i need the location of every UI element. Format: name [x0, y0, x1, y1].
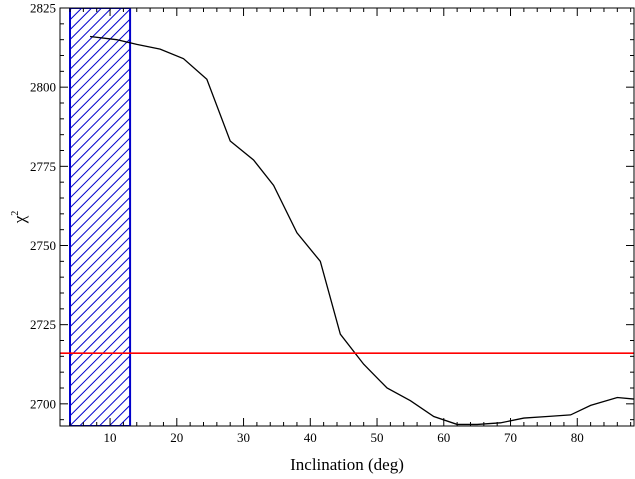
- x-axis-title: Inclination (deg): [290, 455, 404, 474]
- y-tick-label: 2700: [30, 396, 56, 411]
- x-tick-label: 60: [437, 430, 450, 445]
- y-tick-label: 2725: [30, 317, 56, 332]
- y-tick-label: 2750: [30, 238, 56, 253]
- y-axis-title-superscript: 2: [10, 211, 21, 216]
- y-axis-title: χ2: [10, 211, 29, 225]
- x-tick-label: 80: [571, 430, 584, 445]
- y-tick-label: 2800: [30, 80, 56, 95]
- series-layer: [89, 35, 634, 426]
- x-tick-label: 50: [371, 430, 384, 445]
- x-tick-label: 40: [304, 430, 317, 445]
- shaded-band: [69, 8, 132, 426]
- x-tick-label: 70: [504, 430, 517, 445]
- y-axis-title-symbol: χ: [10, 215, 29, 224]
- shaded-band-layer: [69, 8, 132, 426]
- x-tick-label: 10: [104, 430, 117, 445]
- x-tick-label: 30: [237, 430, 250, 445]
- x-tick-label: 20: [170, 430, 183, 445]
- y-tick-label: 2825: [30, 1, 56, 16]
- plot-frame: [59, 7, 635, 427]
- y-tick-label: 2775: [30, 159, 56, 174]
- series-line-0: [89, 35, 634, 426]
